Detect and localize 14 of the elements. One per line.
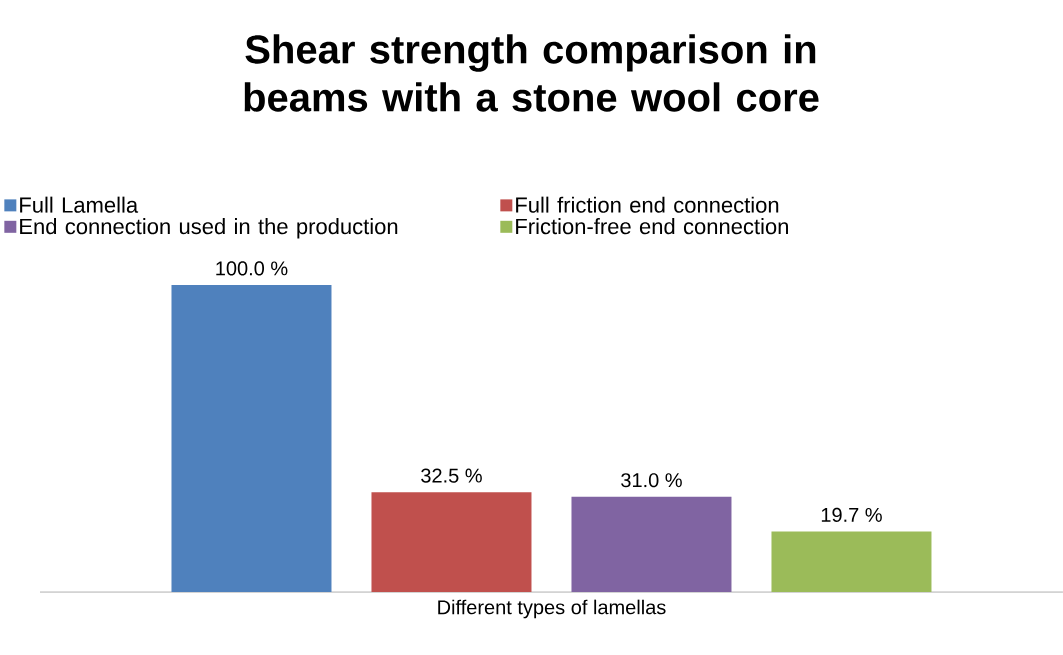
x-axis-title: Different types of lamellas: [438, 599, 666, 619]
data-label: 32.5 %: [421, 468, 482, 483]
data-label: 31.0 %: [621, 473, 682, 488]
data-label: 100.0 %: [216, 261, 288, 276]
legend-label: Friction-free end connection: [516, 218, 788, 235]
bar: [371, 492, 532, 592]
bar: [771, 531, 932, 592]
chart-title: Shear strength comparison in beams with a stone wool core: [244, 34, 819, 112]
legend-label: End connection used in the production: [20, 218, 398, 239]
data-label: 19.7 %: [821, 507, 882, 522]
legend-label: Full friction end connection: [516, 196, 779, 213]
bar: [571, 496, 732, 592]
bar: [171, 284, 332, 592]
legend-label: Full Lamella: [20, 196, 139, 213]
